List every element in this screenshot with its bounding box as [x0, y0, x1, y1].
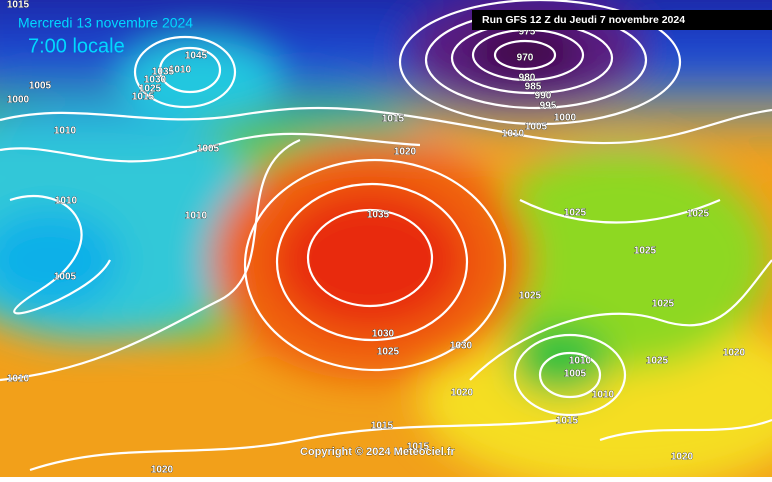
- isobar-label: 970: [517, 53, 534, 64]
- isobar-label: 1010: [54, 126, 77, 137]
- isobar-label: 1020: [151, 465, 174, 476]
- isobar-label: 990: [535, 91, 552, 102]
- isobar-label: 1005: [197, 144, 220, 155]
- isobar-label: 1030: [450, 341, 473, 352]
- isobar-label: 985: [525, 82, 542, 93]
- isobar-label: 1025: [139, 84, 162, 95]
- isobar-label: 1025: [646, 356, 669, 367]
- isobar-label: 1000: [7, 95, 30, 106]
- run-banner: [472, 10, 772, 30]
- isobar-label: 1010: [55, 196, 78, 207]
- isobar-label: 1025: [687, 209, 710, 220]
- isobar-label: 1025: [519, 291, 542, 302]
- isobar-label: 1010: [569, 356, 592, 367]
- isobar-label: 1025: [634, 246, 657, 257]
- isobar-label: 1030: [372, 329, 395, 340]
- isobar-label: 1015: [371, 421, 394, 432]
- isobar-label: 1010: [502, 129, 525, 140]
- isobar-label: 1010: [592, 390, 615, 401]
- isobar-label: 1015: [382, 114, 405, 125]
- isobar-label: 1045: [185, 51, 208, 62]
- isobar-label: 1010: [185, 211, 208, 222]
- isobar-label: 1010: [169, 65, 192, 76]
- isobar-label: 1025: [564, 208, 587, 219]
- isobar-label: 1030: [144, 75, 167, 86]
- isobar-label: 1005: [564, 369, 587, 380]
- isobar-label: 1005: [29, 81, 52, 92]
- isobar-label: 1010: [7, 374, 30, 385]
- isobar-label: 1035: [367, 210, 390, 221]
- isobar-label: 980: [519, 73, 536, 84]
- isobar-label: 1015: [7, 0, 30, 11]
- isobar-label: 1035: [152, 67, 175, 78]
- run-info: Run GFS 12 Z du Jeudi 7 novembre 2024: [482, 14, 685, 26]
- isobar-label: 1015: [132, 92, 155, 103]
- isobar-label: 1005: [54, 272, 77, 283]
- isobar-label: 1020: [723, 348, 746, 359]
- isobar-label: 1020: [671, 452, 694, 463]
- isobar-label: 1015: [407, 442, 430, 453]
- isobar-label: 1025: [377, 347, 400, 358]
- isobar-labels: 1015100510001010104510101035103010251015…: [7, 0, 746, 476]
- copyright: Copyright © 2024 Meteociel.fr: [300, 446, 456, 458]
- isobar-label: 975: [519, 27, 536, 38]
- isobar-label: 1025: [652, 299, 675, 310]
- isobar-label: 1005: [525, 122, 548, 133]
- isobar-label: 1020: [451, 388, 474, 399]
- isobar-label: 995: [540, 101, 557, 112]
- forecast-time: 7:00 locale: [28, 35, 125, 57]
- forecast-date: Mercredi 13 novembre 2024: [18, 15, 193, 31]
- isobar-label: 1020: [394, 147, 417, 158]
- isobar-label: 1000: [554, 113, 577, 124]
- isobar-label: 1015: [556, 416, 579, 427]
